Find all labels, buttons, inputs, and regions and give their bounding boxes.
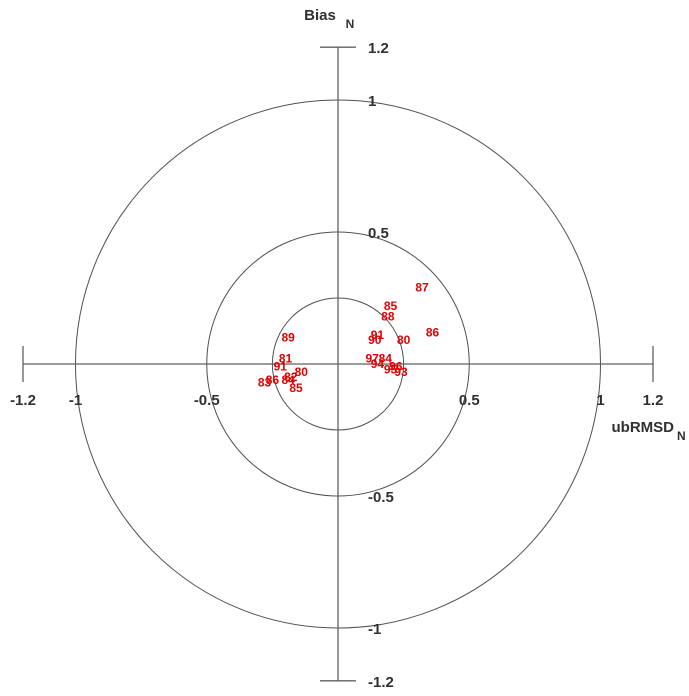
data-point-label: 84 <box>281 373 295 387</box>
data-point-label: 97 <box>365 352 379 366</box>
x-tick-label: -0.5 <box>194 392 220 409</box>
x-axis-title: ubRMSD <box>612 419 675 436</box>
data-point-label: 85 <box>289 381 303 395</box>
data-point-label: 86 <box>266 373 280 387</box>
data-point-label: 88 <box>381 309 395 323</box>
y-tick-label: 0.5 <box>368 225 389 242</box>
data-point-label: 94 <box>371 357 385 371</box>
x-tick-label: -1.2 <box>10 392 36 409</box>
data-point-label: 96 <box>389 360 403 374</box>
x-tick-label: 1 <box>596 392 604 409</box>
x-tick-label: 0.5 <box>459 392 480 409</box>
data-point-label: 91 <box>371 328 385 342</box>
x-tick-label: 1.2 <box>643 392 664 409</box>
x-tick-label: -1 <box>69 392 82 409</box>
data-point-label: 83 <box>258 375 272 389</box>
data-point-label: 85 <box>384 299 398 313</box>
data-point-label: 89 <box>281 331 295 345</box>
data-point-label: 95 <box>384 362 398 376</box>
data-point-label: 91 <box>274 360 288 374</box>
data-point-label: 82 <box>284 370 298 384</box>
y-tick-label: -1 <box>368 621 381 638</box>
y-tick-label: 1.2 <box>368 40 389 57</box>
data-point-label: 87 <box>415 280 429 294</box>
y-axis-title-subscript: N <box>346 17 355 31</box>
x-axis-title-subscript: N <box>677 429 686 443</box>
y-tick-label: -0.5 <box>368 489 394 506</box>
y-axis-title: Bias <box>304 7 336 24</box>
data-point-label: 93 <box>394 365 408 379</box>
data-point-label: 80 <box>295 365 309 379</box>
data-point-label: 81 <box>279 352 293 366</box>
data-point-label: 90 <box>368 333 382 347</box>
y-tick-label: 1 <box>368 93 376 110</box>
data-point-label: 86 <box>426 325 440 339</box>
data-point-label: 84 <box>379 352 393 366</box>
data-point-label: 80 <box>397 333 411 347</box>
y-tick-label: -1.2 <box>368 674 394 691</box>
